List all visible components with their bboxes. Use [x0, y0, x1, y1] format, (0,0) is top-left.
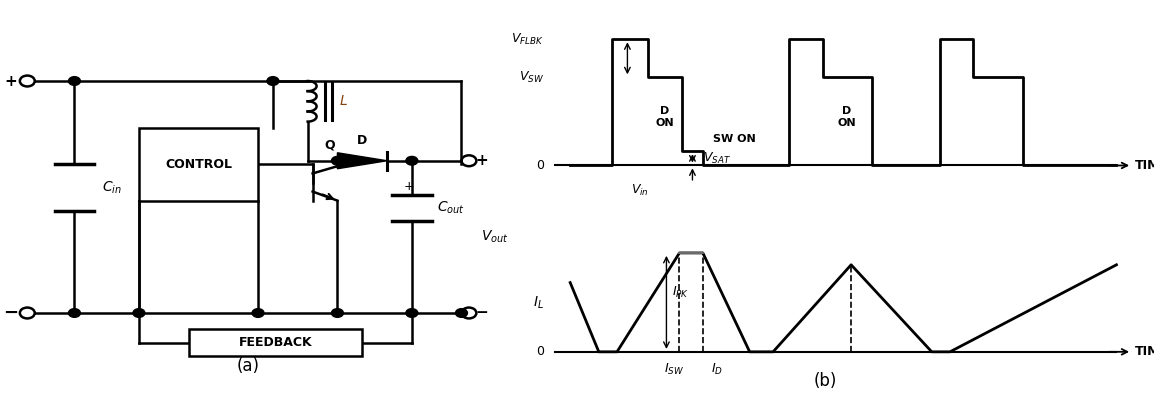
Text: −: − — [475, 305, 488, 320]
Circle shape — [406, 156, 418, 165]
Text: D: D — [357, 134, 367, 147]
Text: $I_L$: $I_L$ — [533, 294, 545, 310]
Circle shape — [267, 77, 279, 85]
Text: (b): (b) — [814, 372, 837, 390]
Text: −: − — [3, 304, 18, 322]
Text: Q: Q — [324, 139, 335, 152]
Circle shape — [456, 309, 467, 317]
Bar — [188, 329, 362, 357]
Text: 0: 0 — [537, 159, 545, 172]
Circle shape — [133, 309, 145, 317]
Text: (a): (a) — [237, 357, 260, 375]
Text: $V_{SAT}$: $V_{SAT}$ — [703, 151, 730, 166]
Text: $I_{SW}$: $I_{SW}$ — [665, 362, 684, 377]
Circle shape — [331, 309, 344, 317]
Text: $C_{in}$: $C_{in}$ — [102, 180, 121, 196]
Text: TIME: TIME — [1134, 345, 1154, 358]
Text: TIME: TIME — [1134, 159, 1154, 172]
Text: $V_{FLBK}$: $V_{FLBK}$ — [511, 32, 545, 47]
Text: CONTROL: CONTROL — [165, 158, 232, 171]
Polygon shape — [337, 153, 387, 169]
Text: $I_D$: $I_D$ — [711, 362, 722, 377]
Circle shape — [68, 77, 81, 85]
Circle shape — [406, 309, 418, 317]
Bar — [138, 128, 258, 201]
Text: SW ON: SW ON — [713, 134, 756, 144]
Text: FEEDBACK: FEEDBACK — [239, 336, 313, 349]
Text: +: + — [5, 74, 17, 89]
Circle shape — [252, 309, 264, 317]
Text: 0: 0 — [537, 345, 545, 358]
Circle shape — [331, 156, 344, 165]
Circle shape — [68, 309, 81, 317]
Text: L: L — [340, 94, 347, 108]
Text: $I_{PK}$: $I_{PK}$ — [672, 285, 689, 300]
Text: $V_{out}$: $V_{out}$ — [481, 229, 509, 245]
Text: $C_{out}$: $C_{out}$ — [436, 200, 465, 216]
Text: D
ON: D ON — [838, 106, 856, 128]
Text: $V_{in}$: $V_{in}$ — [631, 183, 650, 198]
Text: +: + — [475, 153, 488, 168]
Text: +: + — [404, 180, 414, 193]
Text: $V_{SW}$: $V_{SW}$ — [519, 70, 545, 85]
Text: D
ON: D ON — [655, 106, 674, 128]
